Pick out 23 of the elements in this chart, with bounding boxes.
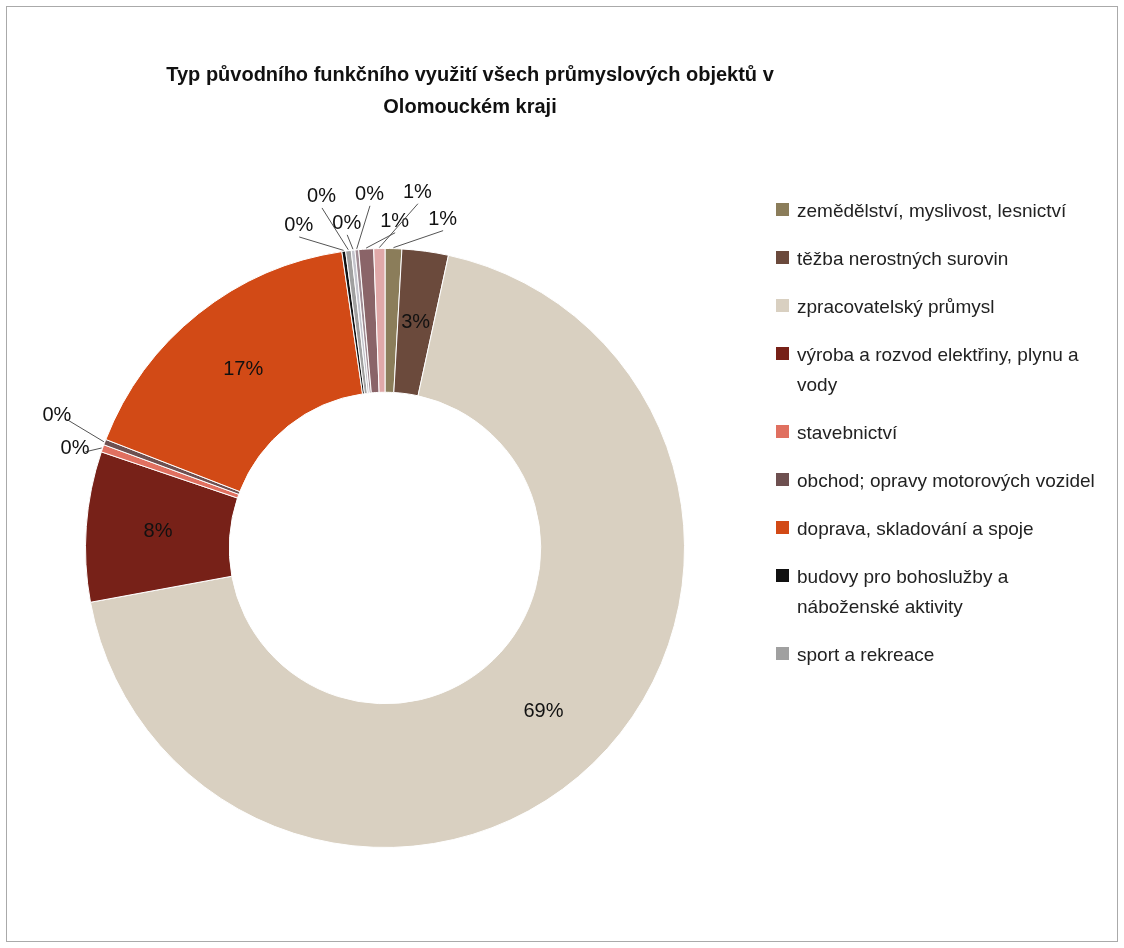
data-label: 1% [402,180,433,203]
data-label: 1% [380,209,410,232]
legend-label: sport a rekreace [797,643,935,667]
data-label: 0% [284,213,314,236]
data-label: 0% [307,184,337,207]
data-label: 0% [355,182,385,205]
data-label: 8% [143,519,173,542]
legend-label: zpracovatelský průmysl [797,295,995,319]
data-label: 0% [332,211,362,234]
data-label: 3% [401,309,431,332]
legend-label: stavebnictví [797,421,898,445]
legend-label: obchod; opravy motorových vozidel [797,469,1095,493]
data-label: 0% [42,403,72,426]
data-label: 17% [223,357,264,380]
data-label: 1% [428,207,458,230]
legend-label: těžba nerostných surovin [797,247,1009,271]
legend-label: výroba a rozvod elektřiny, plynu a vody [797,343,1080,397]
legend-label: doprava, skladování a spoje [797,517,1034,541]
chart-title: Typ původního funkčního využití všech průmyslových objektů v Olomouckém kraji [165,62,775,119]
legend-label: budovy pro bohoslužby a náboženské aktivity [797,565,1010,619]
data-label: 69% [523,698,564,721]
legend-label: zemědělství, myslivost, lesnictví [797,199,1067,223]
data-label: 0% [60,435,90,458]
